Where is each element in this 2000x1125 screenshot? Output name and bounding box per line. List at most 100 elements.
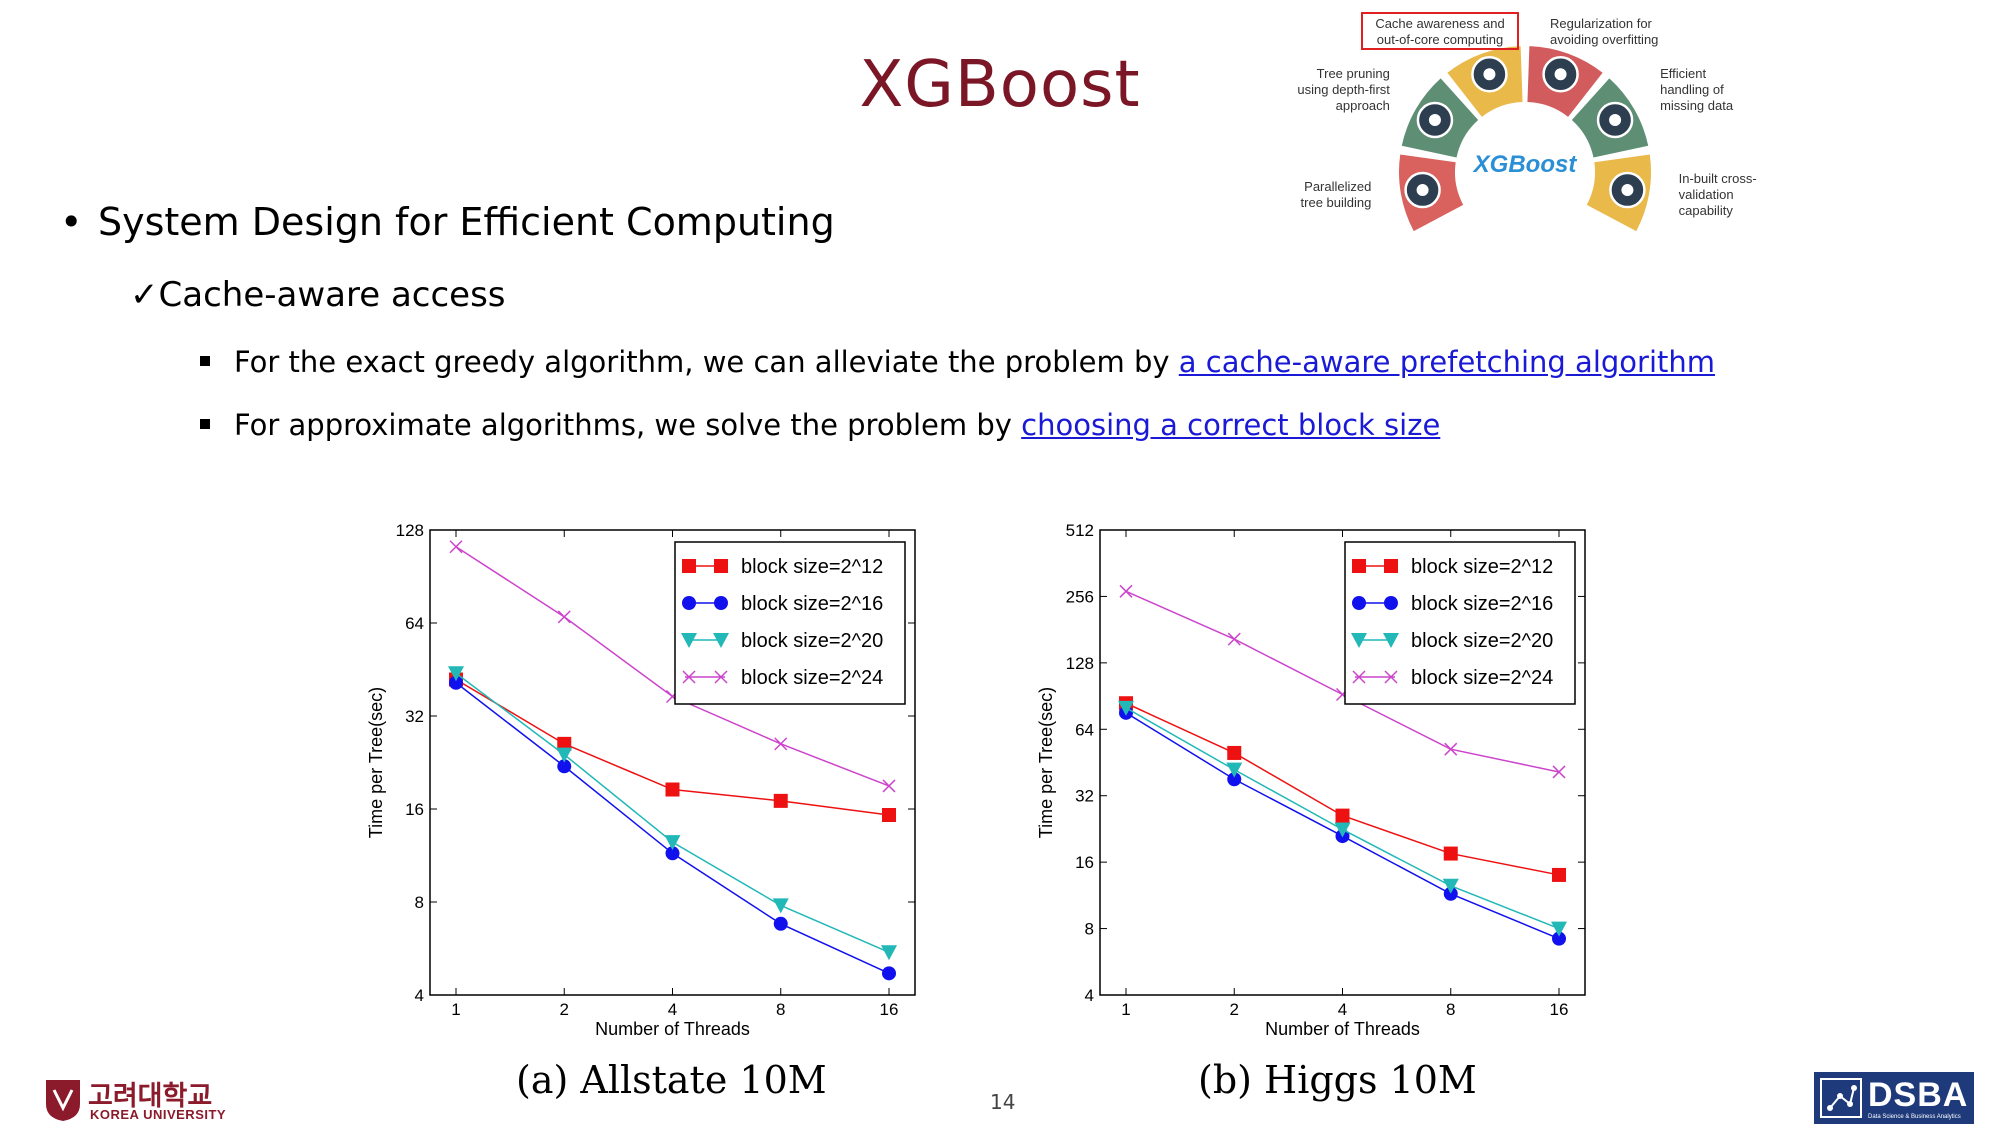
chart-allstate: 4 8 16 32 64 128 1 2 4 8 16 Number of Threads Time p…: [366, 521, 916, 1039]
data-point: [557, 610, 571, 624]
data-point: [1552, 867, 1566, 882]
bullet-exact-greedy: For the exact greedy algorithm, we can a…: [200, 345, 1715, 379]
data-point: [882, 966, 896, 981]
link-correct-block-size[interactable]: choosing a correct block size: [1021, 408, 1441, 442]
data-point: [881, 945, 897, 961]
wheel-center-label: XGBoost: [1472, 151, 1578, 178]
x-tick-label: 1: [451, 1000, 460, 1019]
bullet-system-design: • System Design for Efficient Computing: [60, 200, 835, 244]
korea-university-emblem-icon: [46, 1080, 80, 1121]
korea-university-name-en: KOREA UNIVERSITY: [90, 1107, 227, 1122]
wheel-label-line: tree building: [1301, 195, 1372, 210]
series-3: [448, 666, 897, 961]
check-icon-glyph: [1621, 184, 1634, 197]
legend-label: block size=2^20: [741, 630, 883, 652]
data-point: [772, 898, 789, 914]
data-point: [665, 782, 680, 797]
legend-marker: [682, 559, 696, 573]
caption-allstate: (a) Allstate 10M: [516, 1058, 827, 1102]
legend-label: block size=2^12: [741, 556, 883, 578]
data-point: [773, 916, 788, 931]
data-point: [1444, 742, 1458, 756]
y-tick-label: 128: [396, 521, 424, 540]
legend-label: block size=2^12: [1411, 556, 1553, 578]
dsba-text: DSBA: [1868, 1076, 1969, 1114]
legend-marker: [682, 670, 696, 684]
data-point: [665, 846, 680, 861]
wheel-label-line: out-of-core computing: [1377, 32, 1503, 47]
y-tick-label: 8: [1085, 920, 1094, 939]
y-axis-label: Time per Tree(sec): [366, 687, 386, 838]
legend-label: block size=2^16: [1411, 593, 1553, 615]
data-point: [1552, 931, 1566, 946]
data-point: [1552, 765, 1566, 779]
data-point: [882, 808, 896, 823]
data-point: [1334, 822, 1351, 838]
link-cache-aware-prefetching[interactable]: a cache-aware prefetching algorithm: [1178, 345, 1716, 379]
data-point: [448, 666, 464, 682]
legend-marker: [1352, 559, 1366, 573]
x-tick-label: 4: [668, 1000, 677, 1019]
x-tick-label: 16: [880, 1000, 899, 1019]
legend-marker: [681, 633, 697, 648]
wheel-label-line: capability: [1679, 203, 1734, 218]
monitor-icon-glyph: [1416, 184, 1429, 197]
data-point: [556, 747, 573, 763]
data-point: [1226, 762, 1243, 778]
wheel-label-line: using depth-first: [1297, 82, 1390, 97]
y-tick-label: 256: [1066, 587, 1094, 606]
data-point: [1443, 846, 1458, 861]
chart-higgs: 4 8 16 32 64 128 256 512 1 2 4 8 16 Number of Threads…: [1036, 521, 1586, 1039]
legend-marker: [714, 670, 728, 684]
bullet-cache-aware-text: Cache-aware access: [158, 275, 506, 315]
legend-label: block size=2^24: [1411, 667, 1553, 689]
data-point: [557, 759, 572, 774]
y-tick-label: 128: [1066, 654, 1094, 673]
bullet-exact-greedy-text: For the exact greedy algorithm, we can a…: [234, 345, 1179, 379]
legend-label: block size=2^24: [741, 667, 883, 689]
page-number: 14: [990, 1090, 1016, 1114]
series-4: [449, 540, 896, 793]
series-1: [449, 672, 896, 823]
data-point: [1227, 745, 1242, 760]
legend-marker: [1384, 670, 1398, 684]
y-tick-label: 4: [415, 986, 424, 1005]
x-tick-label: 2: [560, 1000, 569, 1019]
square-bullet-icon: [200, 419, 210, 429]
x-tick-label: 8: [1446, 1000, 1455, 1019]
y-tick-label: 64: [405, 614, 424, 633]
data-point: [1551, 921, 1567, 937]
chip-icon-glyph: [1483, 68, 1496, 81]
y-tick-label: 64: [1075, 720, 1094, 739]
wheel-label-line: Regularization for: [1550, 16, 1653, 31]
y-tick-label: 512: [1066, 521, 1094, 540]
wheel-label-line: handling of: [1660, 82, 1724, 97]
caption-higgs: (b) Higgs 10M: [1198, 1058, 1477, 1102]
wheel-label-line: missing data: [1660, 98, 1734, 113]
y-tick-label: 8: [415, 893, 424, 912]
slide-title: XGBoost: [859, 48, 1141, 122]
bullet-dot: •: [60, 200, 83, 244]
wheel-label-line: approach: [1336, 98, 1390, 113]
y-tick-label: 32: [1075, 787, 1094, 806]
wheel-label-line: Parallelized: [1304, 179, 1371, 194]
bullet-cache-aware: ✓Cache-aware access: [130, 275, 506, 315]
y-tick-label: 32: [405, 707, 424, 726]
series-3: [1118, 700, 1567, 937]
x-axis-label: Number of Threads: [595, 1019, 750, 1039]
y-tick-label: 4: [1085, 986, 1094, 1005]
legend-marker: [1383, 633, 1399, 648]
wheel-label-line: Cache awareness and: [1375, 16, 1504, 31]
korea-university-name-kr: 고려대학교: [88, 1081, 213, 1112]
check-icon: ✓: [130, 275, 159, 315]
highlight-box: [1361, 12, 1519, 50]
wheel-label-line: avoiding overfitting: [1550, 32, 1658, 47]
legend-marker: [682, 596, 696, 610]
legend-marker: [713, 633, 729, 648]
dsba-network-icon: [1820, 1078, 1862, 1118]
square-bullet-icon: [200, 356, 210, 366]
data-point: [773, 793, 788, 808]
